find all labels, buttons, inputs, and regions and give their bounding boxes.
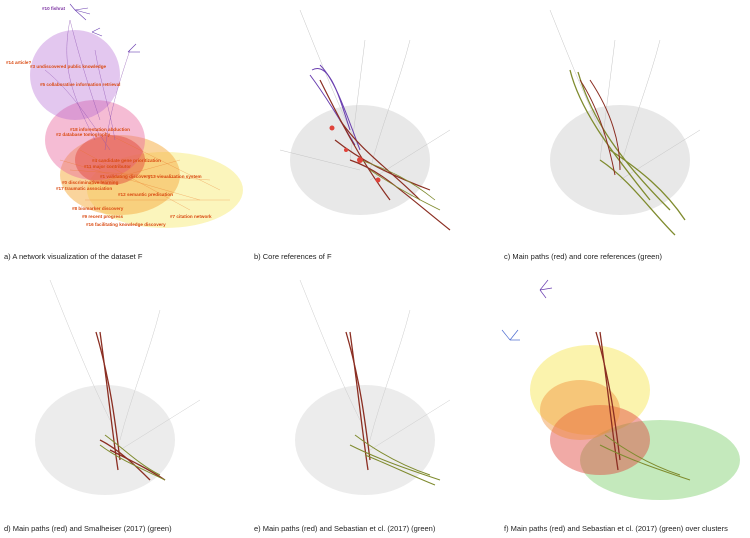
cluster-label: #2 database tomography <box>56 132 111 137</box>
gray-network <box>35 385 175 495</box>
green-core-links <box>359 159 441 211</box>
cluster-purple-blob <box>30 30 120 120</box>
caption-b: b) Core references of F <box>254 252 332 261</box>
main-paths-red <box>95 331 166 481</box>
panel-b: b) Core references of F <box>250 0 500 268</box>
caption-e: e) Main paths (red) and Sebastian et cl.… <box>254 524 436 533</box>
caption-a: a) A network visualization of the datase… <box>4 252 143 261</box>
cluster-red-blob <box>550 405 650 475</box>
caption-d: d) Main paths (red) and Smalheiser (2017… <box>4 524 172 533</box>
main-paths-red <box>579 79 621 176</box>
purple-links <box>44 19 131 151</box>
purple-fan <box>539 279 553 299</box>
smalheiser-green <box>99 434 166 481</box>
cluster-orange-blob <box>540 380 620 440</box>
fan-top <box>69 3 140 53</box>
cluster-label: #1 validating discovery <box>100 174 151 179</box>
cluster-labels-a: #10 fishrat #14 article? #3 undiscovered… <box>6 6 212 227</box>
network-visualization-f <box>501 279 740 500</box>
cluster-label: #11 major contributor <box>84 164 131 169</box>
cluster-label: #9 recent progress <box>82 214 124 219</box>
network-visualization-c <box>549 9 701 236</box>
network-visualization-b <box>279 9 451 231</box>
gray-links <box>549 9 701 181</box>
cluster-label: #18 inforestation abduction <box>70 127 130 132</box>
cluster-red-core <box>75 135 145 185</box>
gray-links <box>299 279 451 451</box>
cluster-label: #12 semantic predication <box>118 192 173 197</box>
cluster-label: #4 candidate gene prioritization <box>92 158 161 163</box>
sebastian-green <box>349 434 441 486</box>
panel-c: c) Main paths (red) and core references … <box>500 0 750 268</box>
cluster-label: #16 facilitating knowledge discovery <box>86 222 166 227</box>
cluster-label: #7 citation network <box>170 214 212 219</box>
core-references-green <box>569 69 686 236</box>
cluster-label: #3 undiscovered public knowledge <box>30 64 107 69</box>
gray-links <box>49 279 201 451</box>
panel-a: #10 fishrat #14 article? #3 undiscovered… <box>0 0 250 268</box>
orange-links <box>59 129 230 211</box>
main-paths-red <box>595 331 621 471</box>
panel-f: f) Main paths (red) and Sebastian et cl.… <box>500 270 750 538</box>
gray-network <box>295 385 435 495</box>
panel-d: d) Main paths (red) and Smalheiser (2017… <box>0 270 250 538</box>
caption-f: f) Main paths (red) and Sebastian et cl.… <box>504 524 728 533</box>
cluster-label: #8 biomarker discovery <box>72 206 124 211</box>
caption-c: c) Main paths (red) and core references … <box>504 252 662 261</box>
core-nodes <box>329 125 381 183</box>
blue-fan <box>501 329 520 341</box>
cluster-label: #0 discriminative learning <box>62 180 119 185</box>
panel-e: e) Main paths (red) and Sebastian et cl.… <box>250 270 500 538</box>
cluster-green-blob <box>580 420 740 500</box>
cluster-label: #5 collaborative information retrieval <box>40 82 120 87</box>
cluster-yellow-blob <box>530 345 650 435</box>
sebastian-green <box>599 434 691 481</box>
main-paths-red <box>345 331 371 471</box>
network-visualization-e <box>295 279 451 495</box>
network-visualization-a: #10 fishrat #14 article? #3 undiscovered… <box>6 3 243 228</box>
gray-links <box>279 9 451 181</box>
network-visualization-d <box>35 279 201 495</box>
cluster-label: #14 article? <box>6 60 31 65</box>
cluster-label: #17 traumatic association <box>56 186 112 191</box>
cluster-label: #10 fishrat <box>42 6 65 11</box>
cluster-label: #13 visualization system <box>148 174 202 179</box>
